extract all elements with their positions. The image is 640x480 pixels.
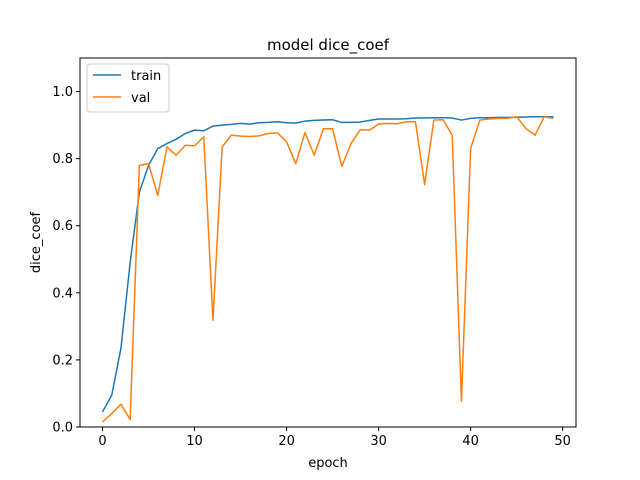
chart-title: model dice_coef [267,36,390,55]
series-line-val [102,115,554,423]
y-tick-label: 0.2 [52,353,73,368]
series-line-train [101,115,554,413]
x-tick-label: 30 [370,434,387,449]
axis-ticks: 0 10 20 30 40 50 0.0 0.2 0.4 0.6 0.8 1.0 [52,85,571,449]
x-tick-label: 0 [98,434,106,449]
y-tick-label: 1.0 [52,85,73,100]
plot-area-frame [79,57,577,428]
x-tick-label: 50 [554,434,571,449]
legend-box [86,63,170,113]
y-tick-label: 0.4 [52,286,73,301]
legend: train val [86,63,170,113]
plot-area-background [80,58,576,427]
y-tick-label: 0.8 [52,152,73,167]
x-tick-label: 40 [462,434,479,449]
legend-label-train: train [131,69,161,84]
x-tick-label: 20 [278,434,295,449]
x-tick-label: 10 [186,434,203,449]
y-tick-label: 0.6 [52,219,73,234]
x-axis-label: epoch [308,456,348,471]
y-tick-label: 0.0 [52,421,73,436]
series-lines [101,115,554,423]
legend-label-val: val [131,91,150,106]
y-axis-label: dice_coef [29,211,44,273]
